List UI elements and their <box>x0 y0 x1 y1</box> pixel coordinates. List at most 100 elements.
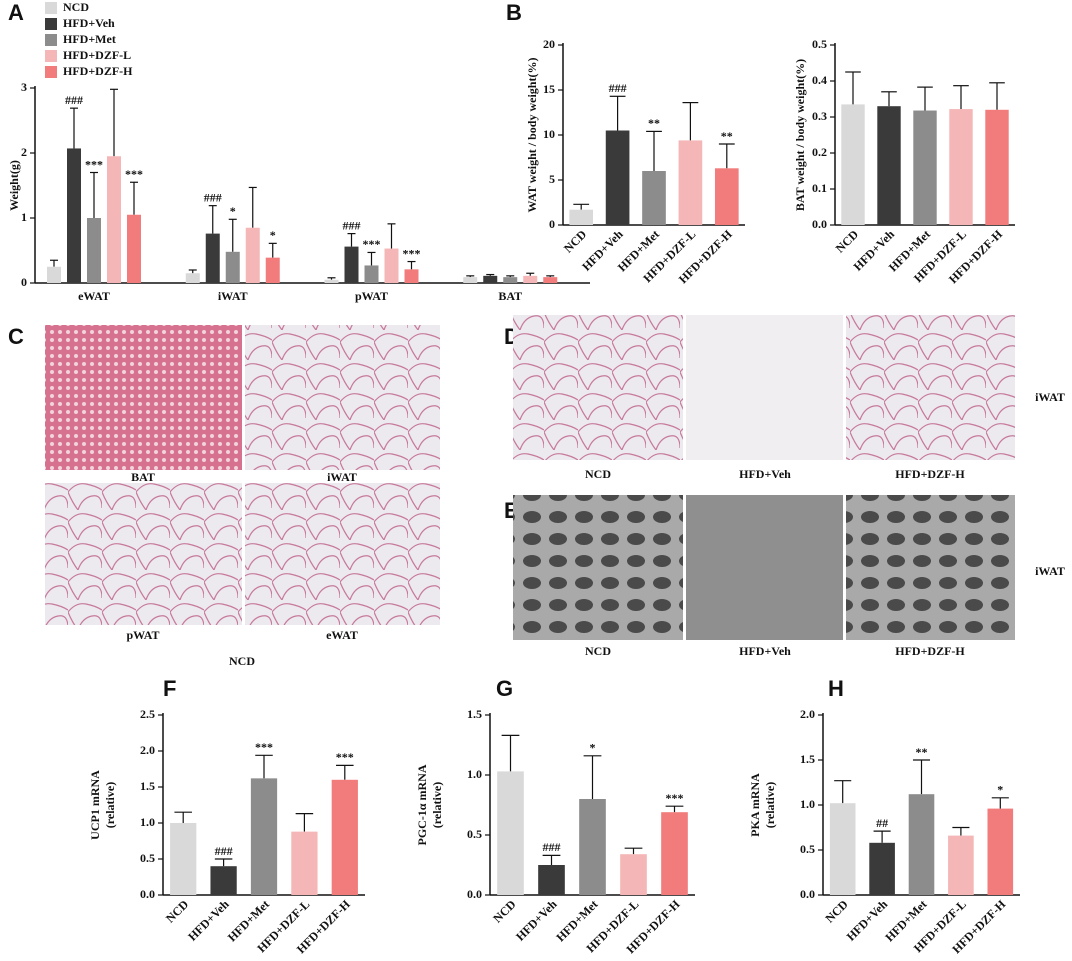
y-tick-label: 0.2 <box>812 145 827 159</box>
panel-letter: F <box>163 676 176 701</box>
x-tick-label: iWAT <box>218 289 248 303</box>
x-tick-label: HFD+Veh <box>513 897 560 944</box>
y-tick-label: 0.0 <box>467 887 482 901</box>
bar <box>949 109 973 225</box>
legend-label: HFD+Met <box>63 32 116 46</box>
bar <box>324 279 339 283</box>
micrograph <box>846 315 1015 460</box>
tissue-label: iWAT <box>1035 564 1065 578</box>
legend-label: HFD+DZF-L <box>63 48 131 62</box>
image-label: HFD+DZF-H <box>895 644 965 658</box>
bar <box>714 168 739 225</box>
significance: ## <box>876 816 888 830</box>
x-tick-label: HFD+Veh <box>185 897 232 944</box>
y-tick-label: 0 <box>21 275 27 289</box>
bar <box>661 812 688 895</box>
micrograph <box>245 483 440 625</box>
significance: ** <box>916 745 928 759</box>
bar <box>291 831 318 895</box>
significance: *** <box>363 237 381 251</box>
panel-c: BAT iWAT pWAT eWAT NCD <box>45 325 440 668</box>
bar <box>678 140 703 225</box>
bar <box>642 171 666 225</box>
bar <box>265 257 280 283</box>
significance: * <box>230 204 236 218</box>
y-tick-label: 1.5 <box>800 752 815 766</box>
bar <box>344 246 359 283</box>
panel-letter: G <box>496 676 513 701</box>
y-tick-label: 0.4 <box>812 73 827 87</box>
image-label: HFD+Veh <box>739 644 791 658</box>
micrograph <box>45 483 242 625</box>
significance: *** <box>85 157 103 171</box>
legend-swatch <box>45 2 57 14</box>
bar <box>569 209 594 225</box>
panel-letter: A <box>8 0 24 25</box>
panel-letter: C <box>8 324 24 349</box>
legend-label: HFD+DZF-H <box>63 64 133 78</box>
bar <box>250 778 278 895</box>
image-label: HFD+Veh <box>739 467 791 481</box>
y-axis-label: (relative) <box>763 782 777 828</box>
bar <box>538 865 565 895</box>
significance: * <box>997 783 1003 797</box>
panel-letters: A B C D E F G H <box>8 0 844 701</box>
bar <box>829 803 856 895</box>
bar <box>948 835 974 895</box>
y-tick-label: 5 <box>549 172 555 186</box>
y-axis-label: (relative) <box>430 782 444 828</box>
significance: *** <box>336 750 354 764</box>
significance: *** <box>666 791 684 805</box>
bar <box>225 251 240 283</box>
significance: ### <box>65 93 83 107</box>
y-tick-label: 0.0 <box>140 887 155 901</box>
y-tick-label: 0.1 <box>812 181 827 195</box>
y-axis-label: (relative) <box>103 782 117 828</box>
bar <box>869 842 895 895</box>
legend-swatch <box>45 34 57 46</box>
significance: ### <box>609 81 627 95</box>
y-axis-label: WAT weight / body weight(%) <box>525 58 539 213</box>
bar <box>67 148 81 283</box>
bar <box>877 106 901 225</box>
y-tick-label: 1.0 <box>800 797 815 811</box>
bar <box>245 227 260 283</box>
y-tick-label: 0.0 <box>812 217 827 231</box>
panel-d: NCD HFD+Veh HFD+DZF-H iWAT <box>513 315 1065 481</box>
bar <box>127 214 141 283</box>
bar <box>47 266 61 283</box>
bar <box>605 130 630 225</box>
bar <box>497 771 524 895</box>
y-tick-label: 0.5 <box>800 842 815 856</box>
micrograph <box>686 495 843 640</box>
micrograph <box>245 325 440 470</box>
legend-label: NCD <box>63 0 89 14</box>
bar <box>364 265 379 283</box>
bar <box>913 110 937 225</box>
x-tick-label: NCD <box>490 897 519 926</box>
micrograph <box>513 495 683 640</box>
panel-letter: H <box>828 676 844 701</box>
bar <box>841 104 865 225</box>
significance: ** <box>648 116 660 130</box>
x-tick-label: NCD <box>822 897 851 926</box>
y-tick-label: 0 <box>549 217 555 231</box>
y-tick-label: 0.3 <box>812 109 827 123</box>
group-label: NCD <box>229 654 255 668</box>
y-tick-label: 1 <box>21 210 27 224</box>
y-axis-label: Weight(g) <box>7 160 21 211</box>
image-label: HFD+DZF-H <box>895 467 965 481</box>
y-tick-label: 0.5 <box>812 37 827 51</box>
y-tick-label: 1.5 <box>467 707 482 721</box>
legend-swatch <box>45 50 57 62</box>
tissue-label: iWAT <box>1035 390 1065 404</box>
bar <box>170 823 197 895</box>
significance: ### <box>543 840 561 854</box>
y-tick-label: 2.0 <box>800 707 815 721</box>
bar <box>384 248 399 283</box>
y-tick-label: 10 <box>543 127 555 141</box>
significance: ** <box>721 129 733 143</box>
bar <box>523 275 538 283</box>
y-tick-label: 2.0 <box>140 743 155 757</box>
